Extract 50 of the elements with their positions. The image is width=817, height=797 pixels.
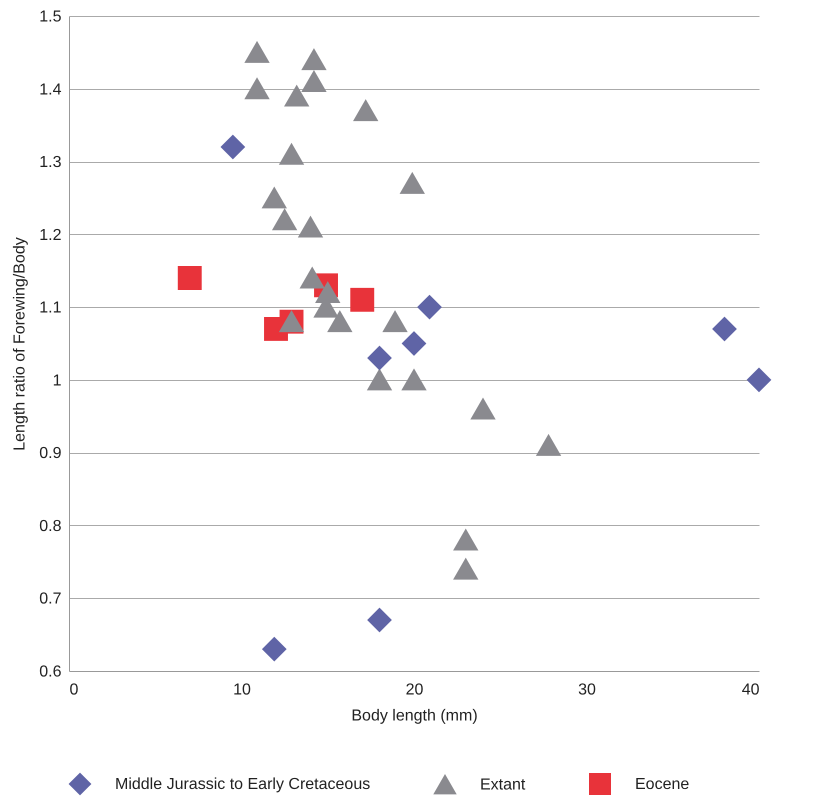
x-tick-label: 40 xyxy=(742,682,760,698)
point xyxy=(302,71,326,92)
point xyxy=(536,434,561,456)
x-tick-label: 20 xyxy=(406,682,424,698)
point xyxy=(402,332,426,356)
y-tick-label: 0.9 xyxy=(39,445,62,462)
y-tick-label: 1.1 xyxy=(39,300,62,317)
point xyxy=(418,295,442,320)
point xyxy=(368,608,392,632)
point xyxy=(354,100,378,122)
point xyxy=(383,311,407,332)
point xyxy=(368,369,392,390)
point xyxy=(400,172,424,194)
y-tick-label: 0.7 xyxy=(39,590,62,608)
point xyxy=(368,346,392,370)
point xyxy=(302,49,326,70)
point xyxy=(284,86,309,107)
point xyxy=(402,369,426,390)
y-tick-label: 1.3 xyxy=(39,154,62,172)
legend-label: Middle Jurassic to Early Cretaceous xyxy=(115,776,370,793)
y-axis-title: Length ratio of Forewing/Body xyxy=(11,237,28,451)
y-tick-label: 1.2 xyxy=(39,226,62,244)
y-tick-label: 0.6 xyxy=(39,664,62,680)
y-tick-label: 1.4 xyxy=(39,81,62,98)
point xyxy=(298,216,322,238)
x-tick-label: 10 xyxy=(233,682,251,698)
point xyxy=(328,311,352,332)
point xyxy=(350,288,374,312)
point xyxy=(178,266,202,290)
point xyxy=(262,187,286,208)
y-tick-label: 1 xyxy=(52,372,62,390)
point xyxy=(220,135,245,159)
point xyxy=(245,78,269,100)
point xyxy=(454,530,478,550)
point xyxy=(747,368,771,392)
point xyxy=(262,637,286,662)
y-tick-label: 0.8 xyxy=(39,518,62,535)
legend-label: Extant xyxy=(480,776,526,794)
point xyxy=(300,268,324,288)
x-axis-title: Body length (mm) xyxy=(351,708,478,724)
point xyxy=(454,558,478,580)
y-tick-label: 1.5 xyxy=(39,8,62,26)
legend-label: Eocene xyxy=(635,776,690,793)
x-tick-label: 0 xyxy=(70,682,78,698)
point xyxy=(280,144,304,165)
point xyxy=(245,42,269,63)
x-tick-label: 30 xyxy=(578,682,596,698)
point xyxy=(471,398,495,420)
point xyxy=(712,316,736,341)
point xyxy=(272,209,297,230)
